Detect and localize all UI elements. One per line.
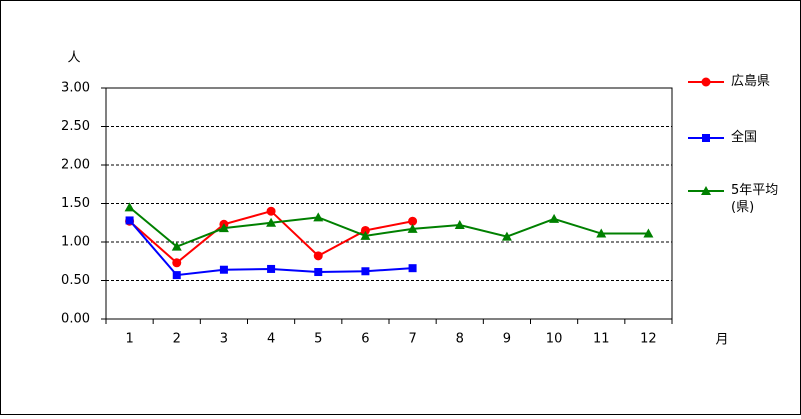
x-tick-label: 10 (546, 332, 563, 347)
data-point (314, 268, 323, 277)
data-point (124, 202, 135, 212)
data-point (219, 265, 228, 274)
data-point (501, 231, 512, 241)
data-point (313, 212, 324, 222)
y-axis-label: 人 (67, 51, 80, 66)
legend-label: 全国 (731, 130, 758, 145)
x-tick-label: 5 (314, 332, 322, 347)
data-point (408, 264, 417, 273)
legend-label: 広島県 (731, 74, 771, 89)
x-tick-label: 4 (267, 332, 275, 347)
legend-box: 広島県 (731, 74, 771, 89)
legend-box: 5年平均(県) (731, 183, 779, 215)
legend-marker (701, 77, 711, 87)
data-point (125, 216, 134, 225)
x-tick-label: 9 (503, 332, 511, 347)
y-tick-label: 0.00 (61, 312, 90, 327)
x-tick-label: 6 (361, 332, 369, 347)
data-point (218, 223, 229, 233)
data-point (172, 271, 181, 280)
y-tick-label: 0.50 (61, 273, 90, 288)
data-point (360, 225, 370, 235)
x-tick-label: 8 (456, 332, 464, 347)
data-point (266, 217, 277, 227)
y-tick-label: 3.00 (61, 81, 90, 96)
legend-marker (701, 186, 711, 195)
data-point (408, 216, 418, 226)
data-point (361, 267, 370, 276)
data-point (267, 264, 276, 273)
y-tick-label: 1.00 (61, 235, 90, 250)
data-point (596, 228, 607, 238)
series-line (128, 206, 649, 248)
y-tick-label: 2.50 (61, 119, 90, 134)
legend-label: 5年平均(県) (731, 183, 779, 215)
legend-box: 全国 (731, 130, 758, 145)
data-point (313, 251, 323, 261)
x-tick-label: 2 (173, 332, 181, 347)
data-point (407, 223, 418, 233)
x-tick-label: 7 (408, 332, 416, 347)
data-point (171, 241, 182, 251)
x-tick-label: 1 (125, 332, 133, 347)
data-point (172, 258, 182, 268)
x-tick-label: 12 (640, 332, 657, 347)
y-tick-label: 2.00 (61, 158, 90, 173)
data-point (266, 206, 276, 216)
data-point (360, 230, 371, 240)
data-point (549, 213, 560, 223)
x-tick-label: 11 (593, 332, 610, 347)
x-tick-label: 3 (220, 332, 228, 347)
data-point (643, 228, 654, 238)
data-point (454, 220, 465, 230)
y-tick-label: 1.50 (61, 196, 90, 211)
x-axis-label: 月 (715, 333, 728, 348)
legend-marker (702, 134, 710, 142)
